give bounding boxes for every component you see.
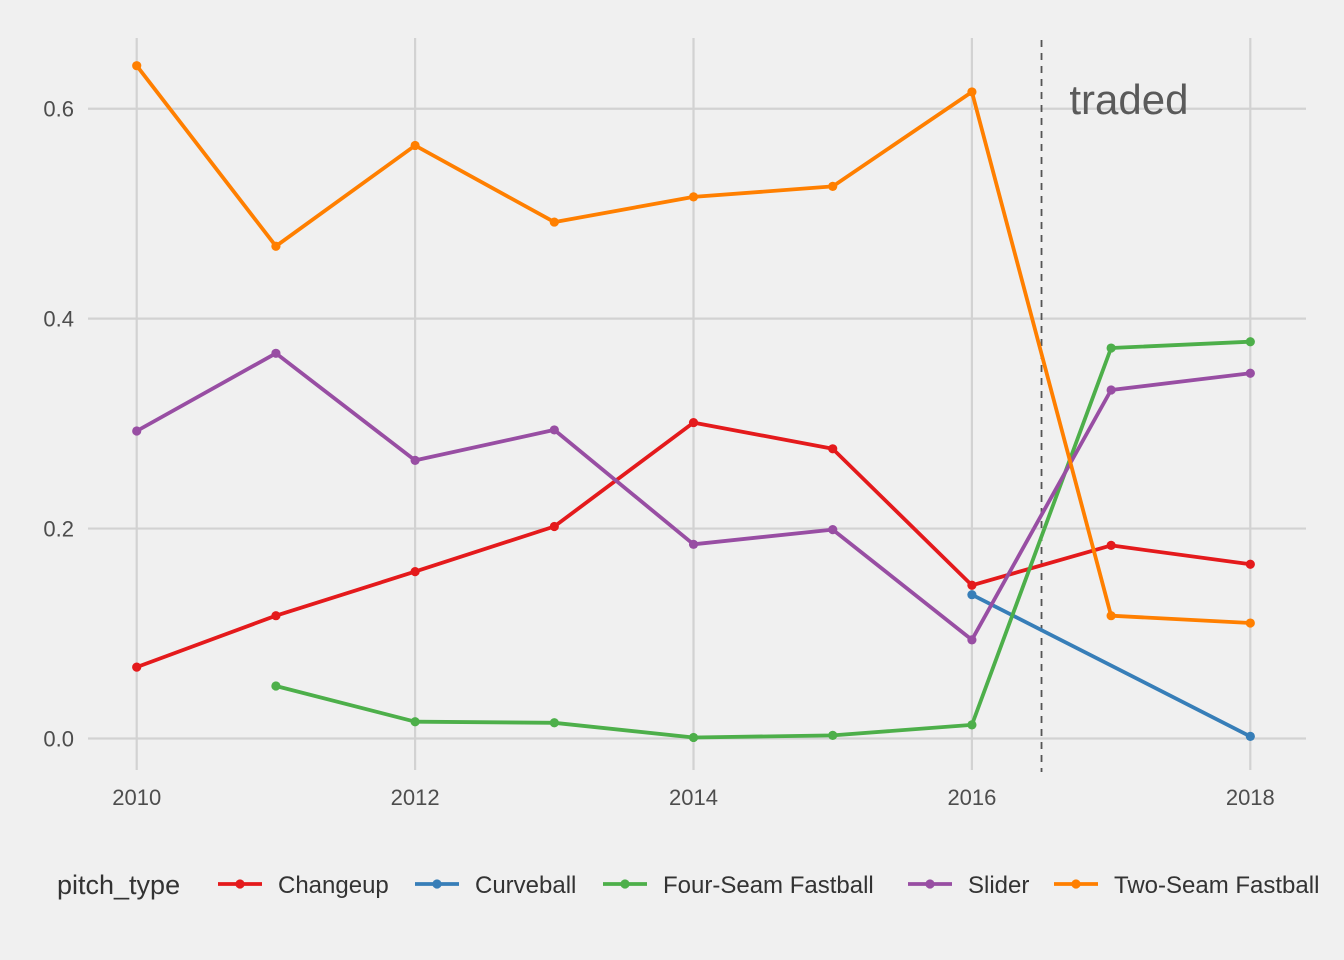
data-point <box>410 567 420 577</box>
data-point <box>410 717 420 727</box>
data-point <box>271 348 281 358</box>
data-point <box>132 61 142 71</box>
data-point <box>271 611 281 621</box>
y-tick-label: 0.2 <box>43 517 74 542</box>
legend-key-point <box>432 879 442 889</box>
x-tick-label: 2018 <box>1226 785 1275 810</box>
legend-key-point <box>1071 879 1081 889</box>
y-tick-label: 0.4 <box>43 307 74 332</box>
data-point <box>828 730 838 740</box>
axis-labels: 2010 2012 2014 2016 2018 0.0 0.2 0.4 0.6 <box>43 97 1274 810</box>
y-tick-label: 0.6 <box>43 97 74 122</box>
series-line <box>970 592 1253 739</box>
data-point <box>688 539 699 549</box>
legend-item: Four-Seam Fastball <box>603 872 874 899</box>
legend-label: Slider <box>968 872 1029 899</box>
data-point <box>549 521 559 532</box>
data-point <box>967 635 977 645</box>
legend-label: Two-Seam Fastball <box>1114 872 1319 899</box>
data-point <box>132 662 142 672</box>
legend-title: pitch_type <box>57 870 180 900</box>
data-point <box>967 590 977 600</box>
data-point <box>1245 559 1255 569</box>
series-four-seam-fastball <box>271 337 1255 743</box>
data-point <box>410 140 420 151</box>
series-two-seam-fastball <box>132 61 1255 628</box>
data-point <box>549 425 559 435</box>
traded-annotation: traded <box>1069 76 1188 123</box>
series-changeup <box>132 417 1255 672</box>
x-tick-label: 2016 <box>947 785 996 810</box>
y-tick-label: 0.0 <box>43 727 74 752</box>
legend-key-point <box>620 879 630 889</box>
data-point <box>271 681 281 691</box>
data-point <box>132 426 142 436</box>
legend-item: Two-Seam Fastball <box>1054 872 1319 899</box>
data-point <box>1106 540 1116 550</box>
legend-item: Curveball <box>415 872 576 899</box>
legend-key-point <box>235 879 245 889</box>
legend-item: Slider <box>908 872 1029 899</box>
data-point <box>1245 337 1255 347</box>
data-point <box>828 181 838 191</box>
data-point <box>410 455 420 465</box>
x-tick-label: 2012 <box>391 785 440 810</box>
data-point <box>967 720 977 730</box>
series-layer <box>132 61 1255 743</box>
series-slider <box>132 348 1255 645</box>
data-point <box>688 732 699 743</box>
annotation-text-layer: traded <box>1069 76 1188 123</box>
data-point <box>1245 368 1255 378</box>
legend-label: Curveball <box>475 872 576 899</box>
data-point <box>271 241 281 251</box>
legend-label: Four-Seam Fastball <box>663 872 874 899</box>
data-point <box>549 718 559 728</box>
legend-label: Changeup <box>278 872 389 899</box>
legend-item: Changeup <box>218 872 389 899</box>
data-point <box>1245 618 1255 628</box>
data-point <box>688 417 699 428</box>
x-tick-label: 2010 <box>112 785 161 810</box>
grid <box>88 38 1306 770</box>
data-point <box>828 525 838 535</box>
data-point <box>688 192 699 202</box>
data-point <box>828 444 838 454</box>
data-point <box>967 87 977 97</box>
series-line <box>273 339 1253 740</box>
x-tick-label: 2014 <box>669 785 718 810</box>
series-curveball <box>967 590 1255 742</box>
legend-key-point <box>925 879 935 889</box>
data-point <box>549 217 559 227</box>
legend: pitch_type Changeup Curveball Four-Seam Fa… <box>57 870 1319 900</box>
data-point <box>1245 731 1255 742</box>
data-point <box>1106 611 1116 621</box>
data-point <box>967 580 977 590</box>
data-point <box>1106 343 1116 353</box>
data-point <box>1106 385 1116 395</box>
